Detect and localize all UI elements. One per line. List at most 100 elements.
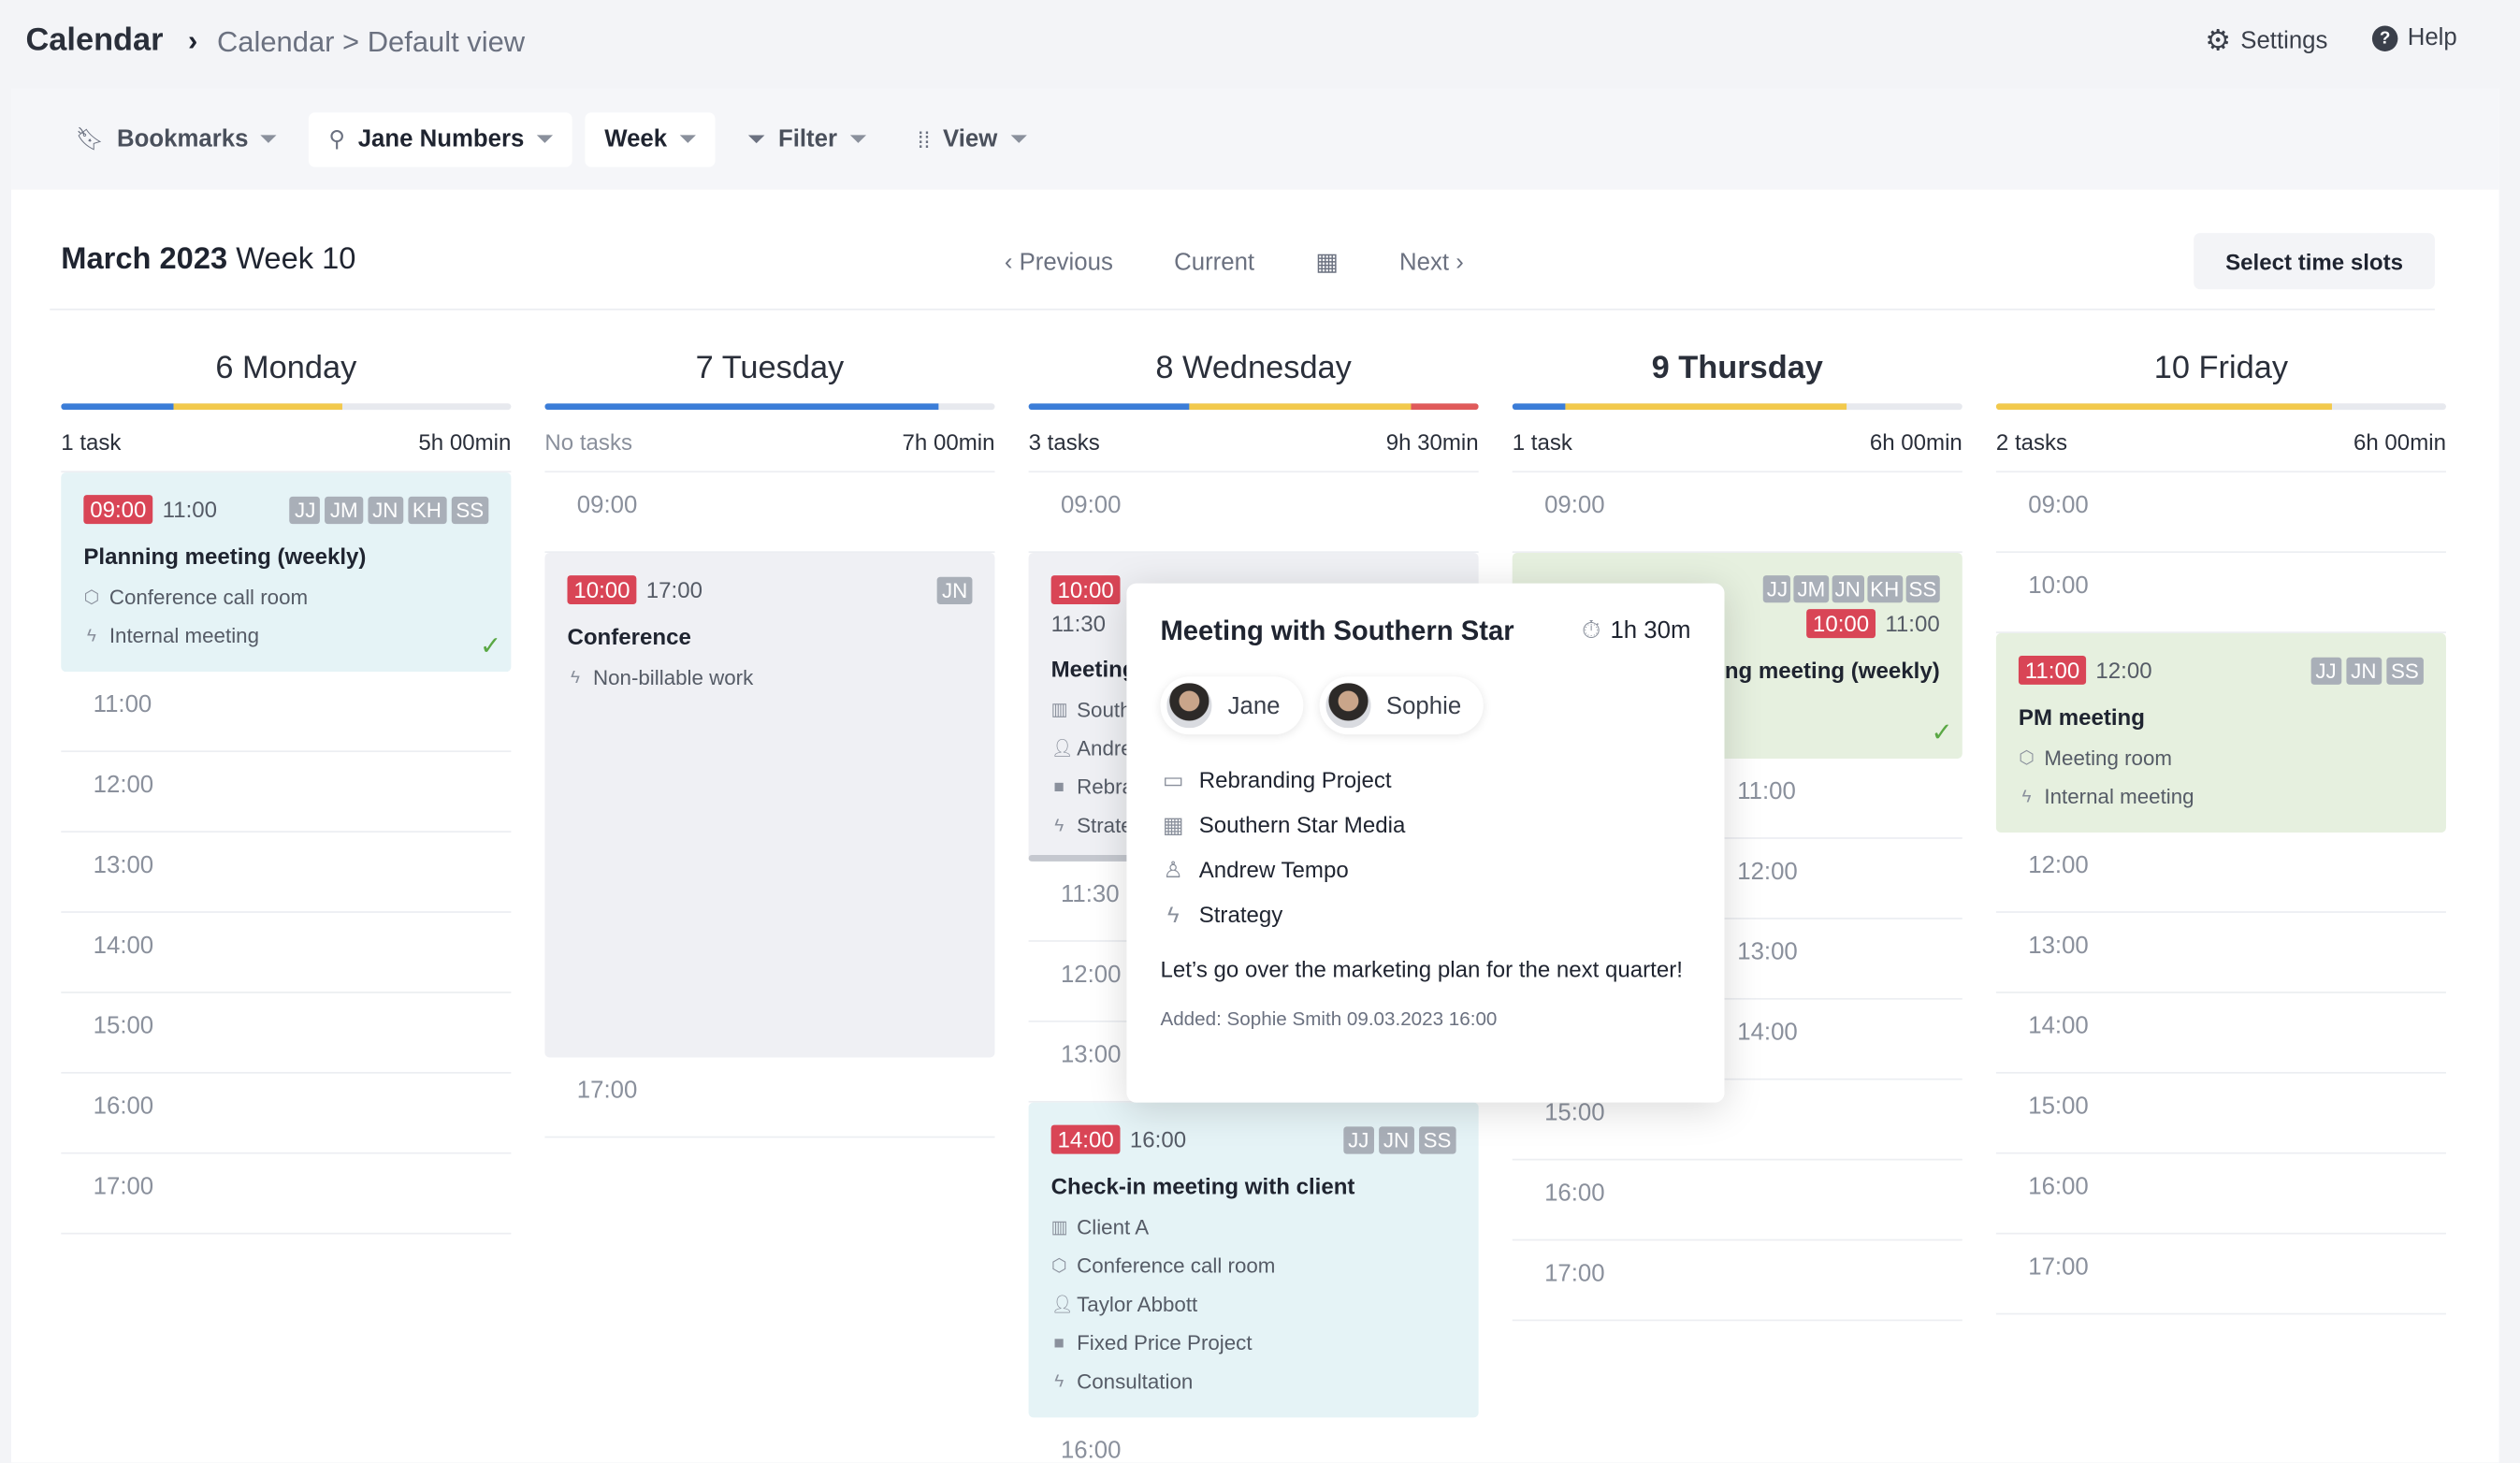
event-meta: ■ Rebranding Project <box>1051 768 1127 806</box>
time-slot[interactable]: 12:00 <box>61 752 512 833</box>
time-slot[interactable]: 17:00 <box>1512 1240 1962 1322</box>
assignee-tag[interactable]: JJ <box>289 496 321 524</box>
current-button[interactable]: Current <box>1174 248 1255 276</box>
next-button[interactable]: Next › <box>1399 248 1464 276</box>
time-slot[interactable]: 17:00 <box>1995 1235 2446 1315</box>
time-label: 14:00 <box>2028 1012 2089 1040</box>
select-time-slots-button[interactable]: Select time slots <box>2194 233 2435 290</box>
time-slot[interactable]: 16:00 <box>61 1074 512 1154</box>
time-label: 16:00 <box>93 1093 154 1121</box>
time-slot[interactable]: 16:00 <box>1995 1154 2446 1235</box>
event-card[interactable]: 09:00 11:00 JJ JM JN KH SS Planning meeting (we… <box>61 472 512 673</box>
time-slot[interactable]: 14:00 <box>1995 993 2446 1074</box>
day-column-friday: 10 Friday 2 tasks 6h 00min 09:00 10:00 11:00 1… <box>1995 351 2446 1315</box>
assignee-tag[interactable]: JN <box>367 496 403 524</box>
event-end-time: 11:00 <box>162 496 218 523</box>
time-slot[interactable]: 15:00 <box>1995 1074 2446 1154</box>
task-count: No tasks <box>544 428 633 456</box>
time-slot[interactable]: 16:00 <box>1029 1417 1479 1463</box>
time-slot[interactable]: 11:00 <box>1512 759 1962 839</box>
assignee-tag[interactable]: JJ <box>2310 656 2341 685</box>
chevron-down-icon <box>261 135 278 143</box>
help-icon: ? <box>2371 24 2398 51</box>
assignee-tag[interactable]: KH <box>1866 575 1903 603</box>
day-header[interactable]: 8 Wednesday <box>1029 351 1479 388</box>
assignee-tag[interactable]: SS <box>2385 656 2424 685</box>
assignee-tags: JN <box>936 575 973 604</box>
day-header[interactable]: 9 Thursday <box>1513 351 1962 388</box>
assignee-tag[interactable]: JN <box>1832 575 1864 603</box>
help-button[interactable]: ? Help <box>2371 24 2457 51</box>
time-slot[interactable]: 11:00 <box>61 672 512 753</box>
assignee-tag[interactable]: SS <box>1905 575 1940 603</box>
time-slot[interactable]: 13:00 <box>1995 913 2446 993</box>
time-slot[interactable]: 14:00 <box>61 913 512 993</box>
event-card[interactable]: 10:00 17:00 JN Conference ϟ Non-billable work <box>544 553 995 1058</box>
time-label: 12:00 <box>1060 961 1122 989</box>
calendar-picker-icon[interactable]: ▦ <box>1315 249 1339 277</box>
assignee-tag[interactable]: JN <box>1378 1125 1414 1153</box>
task-count: 3 tasks <box>1028 428 1100 456</box>
participant-chip[interactable]: Sophie <box>1319 676 1484 734</box>
time-slot[interactable]: 12:00 <box>1512 839 1962 920</box>
workload-segment-blue <box>1028 403 1190 411</box>
filter-dropdown[interactable]: ⏷ Filter <box>728 111 885 166</box>
day-summary: 3 tasks 9h 30min <box>1029 429 1479 471</box>
time-slot[interactable]: 15:00 <box>1512 1080 1962 1161</box>
time-label: 15:00 <box>93 1012 154 1040</box>
time-slot[interactable]: 09:00 <box>1995 472 2446 554</box>
event-meta-label: Andrew Tempo <box>1077 735 1126 760</box>
range-dropdown[interactable]: Week <box>585 111 716 167</box>
time-slot[interactable]: 10:00 <box>1995 553 2446 633</box>
time-slot[interactable]: 13:00 <box>61 833 512 913</box>
day-header[interactable]: 7 Tuesday <box>544 351 994 388</box>
bookmarks-dropdown[interactable]: 🔖︎ Bookmarks <box>56 111 297 166</box>
participant-chip[interactable]: Jane <box>1160 676 1302 734</box>
participant-name: Sophie <box>1385 691 1462 719</box>
time-slot[interactable]: 09:00 <box>544 472 995 554</box>
assignee-tag[interactable]: JJ <box>1342 1125 1374 1153</box>
time-slot[interactable]: 12:00 <box>1995 833 2446 913</box>
task-count: 2 tasks <box>1995 428 2068 456</box>
assignee-tag[interactable]: JN <box>936 575 973 604</box>
time-slot[interactable]: 17:00 <box>544 1058 995 1138</box>
assignee-tag[interactable]: KH <box>407 496 447 524</box>
day-number: 9 <box>1651 350 1670 386</box>
settings-button[interactable]: ⚙ Settings <box>2205 24 2327 58</box>
time-label: 16:00 <box>1060 1436 1122 1463</box>
event-start-time: 10:00 <box>1806 609 1876 639</box>
event-meta-label: Rebranding Project <box>1077 775 1126 799</box>
view-dropdown[interactable]: ⁞⁞ View <box>898 111 1046 166</box>
assignee-tag[interactable]: JM <box>1794 575 1829 603</box>
assignee-tag[interactable]: SS <box>1418 1125 1456 1153</box>
time-slot[interactable]: 16:00 <box>1512 1160 1962 1241</box>
time-slot[interactable]: 15:00 <box>61 993 512 1074</box>
day-summary: 1 task 6h 00min <box>1513 429 1962 471</box>
event-meta-label: Client A <box>1077 1214 1150 1239</box>
previous-button[interactable]: ‹ Previous <box>1004 248 1113 276</box>
time-slot[interactable]: 13:00 <box>1512 920 1962 1000</box>
time-label: 13:00 <box>93 851 154 879</box>
assignee-tag[interactable]: JJ <box>1763 575 1791 603</box>
day-header[interactable]: 10 Friday <box>1996 351 2446 388</box>
event-card[interactable]: 14:00 16:00 JJ JN SS Check-in meeting with cl… <box>1028 1102 1479 1418</box>
event-card[interactable]: 11:00 12:00 JJ JN SS PM meeting ⬡ Meeting room ϟ… <box>1995 632 2446 833</box>
workload-segment-yellow <box>1565 403 1847 411</box>
event-end-time: 12:00 <box>2095 657 2152 684</box>
participants: Jane Sophie <box>1160 676 1690 734</box>
time-slot[interactable]: 14:00 <box>1512 1000 1962 1080</box>
time-label: 12:00 <box>93 771 154 799</box>
assignee-tag[interactable]: SS <box>451 496 489 524</box>
assignee-tag[interactable]: JN <box>2346 656 2382 685</box>
time-slot[interactable]: 09:00 <box>1028 472 1479 554</box>
total-hours: 6h 00min <box>1869 428 1962 456</box>
task-count: 1 task <box>61 428 122 456</box>
assignee-tag[interactable]: JM <box>325 496 363 524</box>
day-header[interactable]: 6 Monday <box>61 351 511 388</box>
total-hours: 9h 30min <box>1385 428 1479 456</box>
user-dropdown[interactable]: ⚲ Jane Numbers <box>309 111 572 167</box>
breadcrumb[interactable]: Calendar > Default view <box>216 25 526 58</box>
time-slot[interactable]: 17:00 <box>61 1154 512 1235</box>
time-slot[interactable]: 09:00 <box>1512 472 1962 554</box>
